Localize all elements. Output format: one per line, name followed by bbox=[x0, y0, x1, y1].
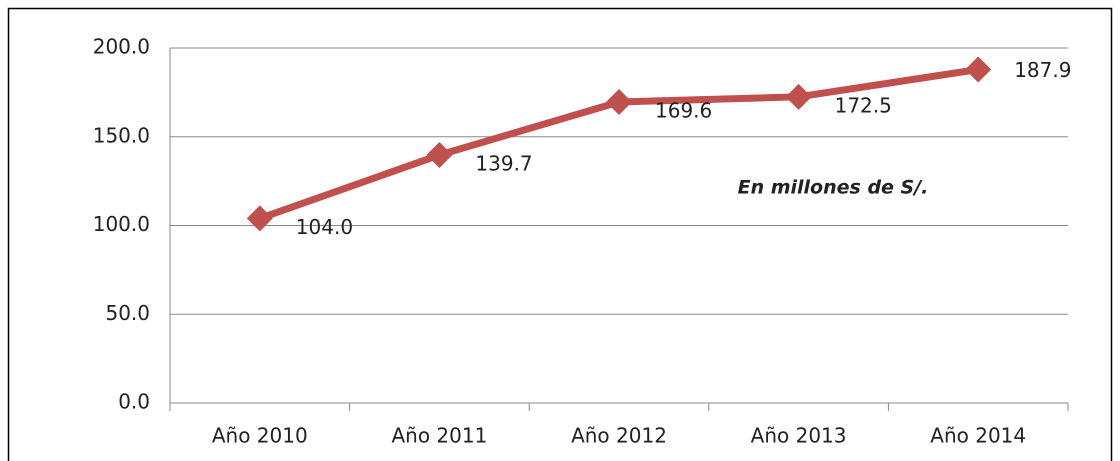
data-label: 104.0 bbox=[296, 215, 353, 239]
y-tick-label: 150.0 bbox=[93, 123, 150, 147]
data-label: 169.6 bbox=[655, 98, 712, 122]
y-tick-label: 0.0 bbox=[118, 390, 150, 414]
x-tick-label: Año 2011 bbox=[391, 424, 487, 448]
x-tick-label: Año 2013 bbox=[751, 424, 847, 448]
data-label: 187.9 bbox=[1014, 58, 1071, 82]
point-marker bbox=[606, 88, 632, 115]
point-marker bbox=[785, 83, 812, 110]
chart-border bbox=[7, 7, 1113, 461]
x-tick-label: Año 2012 bbox=[571, 424, 667, 448]
y-tick-label: 50.0 bbox=[105, 301, 150, 325]
point-marker bbox=[965, 56, 992, 83]
data-label: 172.5 bbox=[835, 93, 892, 117]
y-tick-label: 200.0 bbox=[93, 35, 150, 59]
x-tick-label: Año 2010 bbox=[212, 424, 308, 448]
data-label: 139.7 bbox=[475, 152, 532, 176]
point-marker bbox=[246, 205, 273, 232]
x-tick-label: Año 2014 bbox=[930, 424, 1026, 448]
y-tick-label: 100.0 bbox=[93, 212, 150, 236]
point-marker bbox=[426, 142, 453, 169]
annotation: En millones de S/. bbox=[738, 177, 929, 199]
